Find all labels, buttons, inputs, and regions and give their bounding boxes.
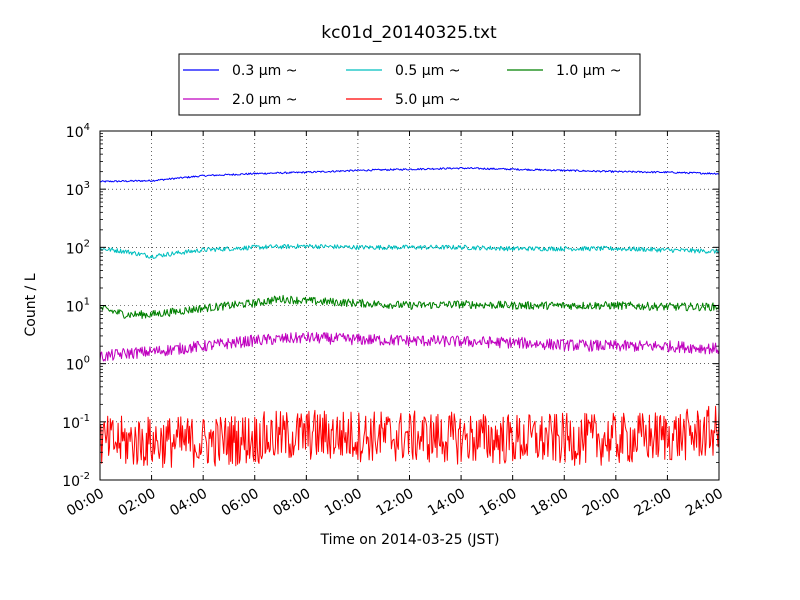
x-tick-label: 08:00 (270, 486, 313, 520)
y-axis-label: Count / L (23, 273, 39, 336)
chart-title: kc01d_20140325.txt (321, 23, 497, 43)
x-tick-label: 16:00 (477, 486, 520, 520)
x-tick-label: 02:00 (116, 486, 159, 520)
series-line-0 (100, 167, 719, 183)
y-tick-label: 103 (66, 180, 90, 199)
y-tick-label: 104 (66, 122, 90, 141)
x-tick-label: 00:00 (64, 486, 107, 520)
x-tick-label: 24:00 (683, 486, 726, 520)
series-layer (100, 167, 719, 468)
x-tick-labels: 00:00 02:00 04:00 06:00 08:00 10:00 12:00 14:00… (64, 486, 726, 520)
series-line-3 (100, 331, 719, 362)
legend-entry-1: 0.5 μm ~ (395, 63, 460, 79)
plot-area (99, 130, 720, 481)
x-tick-label: 10:00 (322, 486, 365, 520)
x-tick-label: 04:00 (167, 486, 210, 520)
series-line-2 (100, 294, 719, 319)
x-tick-label: 06:00 (219, 486, 262, 520)
y-tick-label: 102 (66, 238, 90, 257)
legend-entry-4: 5.0 μm ~ (395, 92, 460, 108)
legend: 0.3 μm ~ 0.5 μm ~ 1.0 μm ~ 2.0 μm ~ 5.0 μm ~ (178, 53, 641, 116)
series-line-1 (100, 243, 719, 259)
legend-entry-2: 1.0 μm ~ (556, 63, 621, 79)
legend-box (178, 53, 641, 116)
y-tick-label: 101 (66, 297, 90, 316)
y-tick-label: 10-1 (62, 413, 90, 432)
x-axis-label: Time on 2014-03-25 (JST) (320, 532, 500, 548)
series-line-4 (100, 405, 719, 468)
x-tick-label: 22:00 (631, 486, 674, 520)
x-tick-label: 14:00 (425, 486, 468, 520)
x-tick-label: 20:00 (580, 486, 623, 520)
y-tick-labels: 10-2 10-1 100 101 102 103 104 (62, 122, 90, 490)
y-tick-label: 10-2 (62, 471, 90, 490)
legend-entry-0: 0.3 μm ~ (232, 63, 297, 79)
plot-frame (99, 130, 720, 481)
x-tick-label: 12:00 (374, 486, 417, 520)
legend-entry-3: 2.0 μm ~ (232, 92, 297, 108)
x-tick-label: 18:00 (528, 486, 571, 520)
y-tick-label: 100 (66, 355, 90, 374)
